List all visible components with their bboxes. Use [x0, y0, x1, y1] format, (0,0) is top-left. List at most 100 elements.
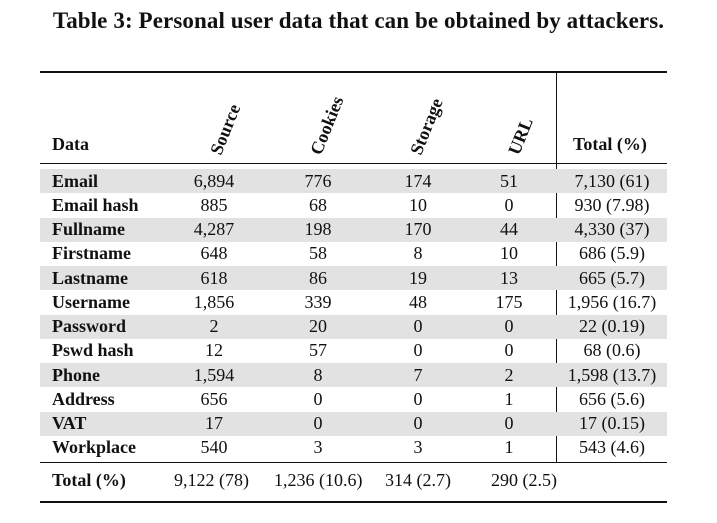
cell-cookies: 0: [313, 413, 323, 434]
table-caption: Table 3: Personal user data that can be …: [52, 8, 665, 33]
cell-source: 1,594: [193, 364, 235, 385]
cell-source: 618: [200, 267, 228, 288]
cell-storage: 7: [413, 364, 423, 385]
cell-total: 22 (0.19): [579, 316, 645, 337]
cell-total: 4,330 (37): [574, 219, 650, 240]
header-url: URL: [504, 114, 537, 158]
totals-source: 9,122 (78): [174, 470, 249, 490]
cell-cookies: 198: [304, 219, 332, 240]
cell-total: 17 (0.15): [579, 413, 645, 434]
cell-url: 10: [500, 243, 518, 264]
row-name: Email: [52, 170, 99, 191]
cell-source: 540: [200, 437, 228, 458]
cell-url: 2: [504, 364, 514, 385]
table-row: Username 1,856 339 48 175 1,956 (16.7): [40, 290, 667, 314]
table-row: VAT 17 0 0 0 17 (0.15): [40, 411, 667, 436]
cell-storage: 48: [409, 291, 427, 312]
header-data: Data: [52, 134, 89, 154]
cell-cookies: 68: [309, 194, 327, 215]
cell-url: 13: [500, 267, 518, 288]
cell-cookies: 3: [313, 437, 323, 458]
row-name: Phone: [52, 364, 101, 385]
cell-source: 1,856: [193, 291, 235, 312]
cell-url: 0: [504, 413, 514, 434]
totals-cookies: 1,236 (10.6): [274, 470, 363, 490]
table-row: Email 6,894 776 174 51 7,130 (61): [40, 169, 667, 194]
cell-source: 885: [200, 194, 228, 215]
cell-url: 44: [500, 219, 518, 240]
table-row: Password 2 20 0 0 22 (0.19): [40, 314, 667, 339]
bottom-rule: [40, 501, 667, 503]
cell-storage: 19: [409, 267, 427, 288]
cell-url: 0: [504, 340, 514, 361]
cell-total: 656 (5.6): [579, 388, 645, 409]
cell-url: 1: [504, 437, 514, 458]
cell-storage: 0: [413, 316, 423, 337]
cell-storage: 0: [413, 340, 423, 361]
row-name: Password: [52, 316, 127, 337]
cell-total: 68 (0.6): [583, 340, 641, 361]
cell-storage: 10: [409, 194, 427, 215]
cell-storage: 8: [413, 243, 423, 264]
body-divider: [556, 164, 557, 462]
table-row: Fullname 4,287 198 170 44 4,330 (37): [40, 217, 667, 242]
header-total: Total (%): [573, 134, 647, 154]
cell-cookies: 57: [309, 340, 327, 361]
cell-cookies: 58: [309, 243, 327, 264]
cell-total: 665 (5.7): [579, 267, 645, 288]
cell-storage: 174: [404, 170, 432, 191]
header-cookies: Cookies: [306, 93, 348, 158]
cell-url: 0: [504, 316, 514, 337]
row-name: Workplace: [52, 437, 136, 458]
table-row: Workplace 540 3 3 1 543 (4.6): [40, 436, 667, 460]
table-row: Firstname 648 58 8 10 686 (5.9): [40, 242, 667, 266]
cell-total: 1,956 (16.7): [567, 291, 657, 312]
table-row: Address 656 0 0 1 656 (5.6): [40, 387, 667, 411]
cell-cookies: 776: [304, 170, 332, 191]
cell-source: 17: [205, 413, 223, 434]
totals-row: Total (%) 9,122 (78) 1,236 (10.6) 314 (2…: [40, 470, 667, 494]
cell-source: 12: [205, 340, 223, 361]
header-storage: Storage: [406, 95, 447, 158]
header-divider: [556, 73, 557, 163]
totals-rule: [40, 462, 667, 463]
table-body: Email 6,894 776 174 51 7,130 (61) Email hash 88…: [40, 169, 667, 460]
table-row: Lastname 618 86 19 13 665 (5.7): [40, 266, 667, 291]
cell-cookies: 20: [309, 316, 327, 337]
cell-storage: 0: [413, 388, 423, 409]
totals-label: Total (%): [52, 470, 126, 490]
totals-storage: 314 (2.7): [385, 470, 451, 490]
cell-source: 656: [200, 388, 228, 409]
row-name: Pswd hash: [52, 340, 134, 361]
cell-total: 930 (7.98): [574, 194, 650, 215]
cell-cookies: 339: [304, 291, 332, 312]
cell-source: 6,894: [193, 170, 235, 191]
totals-url: 290 (2.5): [491, 470, 557, 490]
cell-total: 1,598 (13.7): [567, 364, 657, 385]
cell-cookies: 86: [309, 267, 327, 288]
cell-source: 4,287: [193, 219, 235, 240]
cell-source: 2: [209, 316, 219, 337]
cell-total: 686 (5.9): [579, 243, 645, 264]
row-name: Lastname: [52, 267, 128, 288]
cell-total: 543 (4.6): [579, 437, 645, 458]
table-row: Pswd hash 12 57 0 0 68 (0.6): [40, 339, 667, 363]
table-row: Phone 1,594 8 7 2 1,598 (13.7): [40, 363, 667, 388]
row-name: Fullname: [52, 219, 126, 240]
row-name: VAT: [52, 413, 87, 434]
row-name: Username: [52, 291, 130, 312]
cell-url: 175: [495, 291, 523, 312]
cell-url: 1: [504, 388, 514, 409]
row-name: Address: [52, 388, 115, 409]
row-name: Firstname: [52, 243, 131, 264]
top-rule: [40, 71, 667, 73]
table-row: Email hash 885 68 10 0 930 (7.98): [40, 193, 667, 217]
cell-url: 51: [500, 170, 518, 191]
cell-cookies: 0: [313, 388, 323, 409]
cell-cookies: 8: [313, 364, 323, 385]
cell-source: 648: [200, 243, 228, 264]
header-source: Source: [206, 101, 245, 158]
cell-storage: 170: [404, 219, 432, 240]
header-rule: [40, 163, 667, 164]
cell-url: 0: [504, 194, 514, 215]
